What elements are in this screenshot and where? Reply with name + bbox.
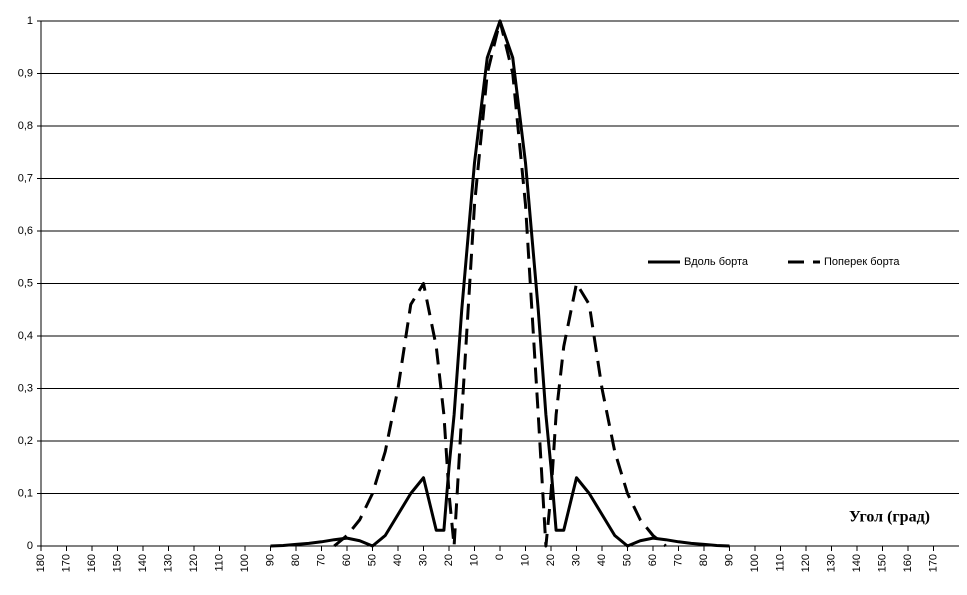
y-tick-label: 0,9 [18,67,33,79]
x-tick-label: 50 [366,554,378,566]
x-tick-label: 130 [825,554,837,572]
x-tick-label: 60 [647,554,659,566]
y-tick-label: 0,5 [18,277,33,289]
y-tick-label: 0,2 [18,435,33,447]
x-tick-label: 170 [927,554,939,572]
x-tick-label: 40 [596,554,608,566]
x-tick-label: 30 [417,554,429,566]
series-line [333,19,667,548]
x-tick-label: 160 [86,554,98,572]
x-tick-label: 10 [519,554,531,566]
y-tick-label: 0,7 [18,172,33,184]
x-tick-label: 0 [494,554,506,560]
y-tick-label: 0,3 [18,382,33,394]
legend-label: Поперек борта [824,256,900,268]
x-tick-label: 60 [341,554,353,566]
x-tick-label: 70 [672,554,684,566]
y-tick-label: 1 [27,15,33,27]
x-tick-label: 100 [749,554,761,572]
x-tick-label: 110 [774,554,786,572]
x-tick-label: 20 [545,554,557,566]
x-tick-label: 160 [902,554,914,572]
x-tick-label: 150 [876,554,888,572]
x-tick-label: 10 [468,554,480,566]
x-tick-label: 40 [392,554,404,566]
x-tick-label: 80 [698,554,710,566]
y-tick-label: 0,6 [18,225,33,237]
x-tick-label: 50 [621,554,633,566]
x-tick-label: 20 [443,554,455,566]
x-tick-label: 170 [60,554,72,572]
x-tick-label: 90 [723,554,735,566]
x-tick-label: 110 [213,554,225,572]
x-tick-label: 90 [264,554,276,566]
x-tick-label: 120 [188,554,200,572]
x-tick-label: 30 [570,554,582,566]
x-tick-label: 120 [800,554,812,572]
y-tick-label: 0,4 [18,330,33,342]
y-tick-label: 0,8 [18,120,33,132]
x-tick-label: 80 [290,554,302,566]
y-tick-label: 0,1 [18,487,33,499]
x-tick-label: 70 [315,554,327,566]
legend-label: Вдоль борта [684,256,749,268]
x-tick-label: 150 [111,554,123,572]
x-tick-label: 140 [851,554,863,572]
x-tick-label: 180 [35,554,47,572]
y-tick-label: 0 [27,540,33,552]
x-tick-label: 130 [162,554,174,572]
x-tick-label: 100 [239,554,251,572]
x-axis-label: Угол (град) [849,509,930,526]
x-tick-label: 140 [137,554,149,572]
